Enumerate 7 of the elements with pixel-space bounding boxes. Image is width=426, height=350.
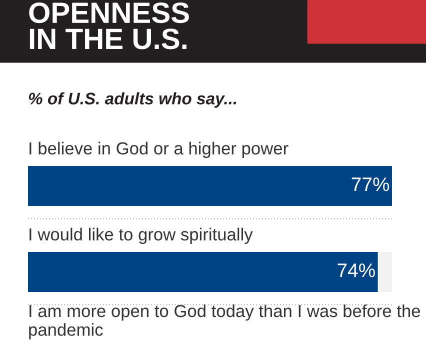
- y-tick-label: I believe in God or a higher power: [30, 142, 288, 158]
- y-tick-label: I am more open to God today than I was before the pandemic: [29, 304, 420, 340]
- y-tick-label: I would like to grow spiritually: [30, 228, 253, 244]
- chart-subtitle: % of U.S. adults who say...: [28, 92, 236, 108]
- data-label: 74%: [338, 264, 375, 278]
- data-label: 77%: [352, 178, 390, 192]
- chart-title: OPENNESS IN THE U.S.: [29, 2, 189, 50]
